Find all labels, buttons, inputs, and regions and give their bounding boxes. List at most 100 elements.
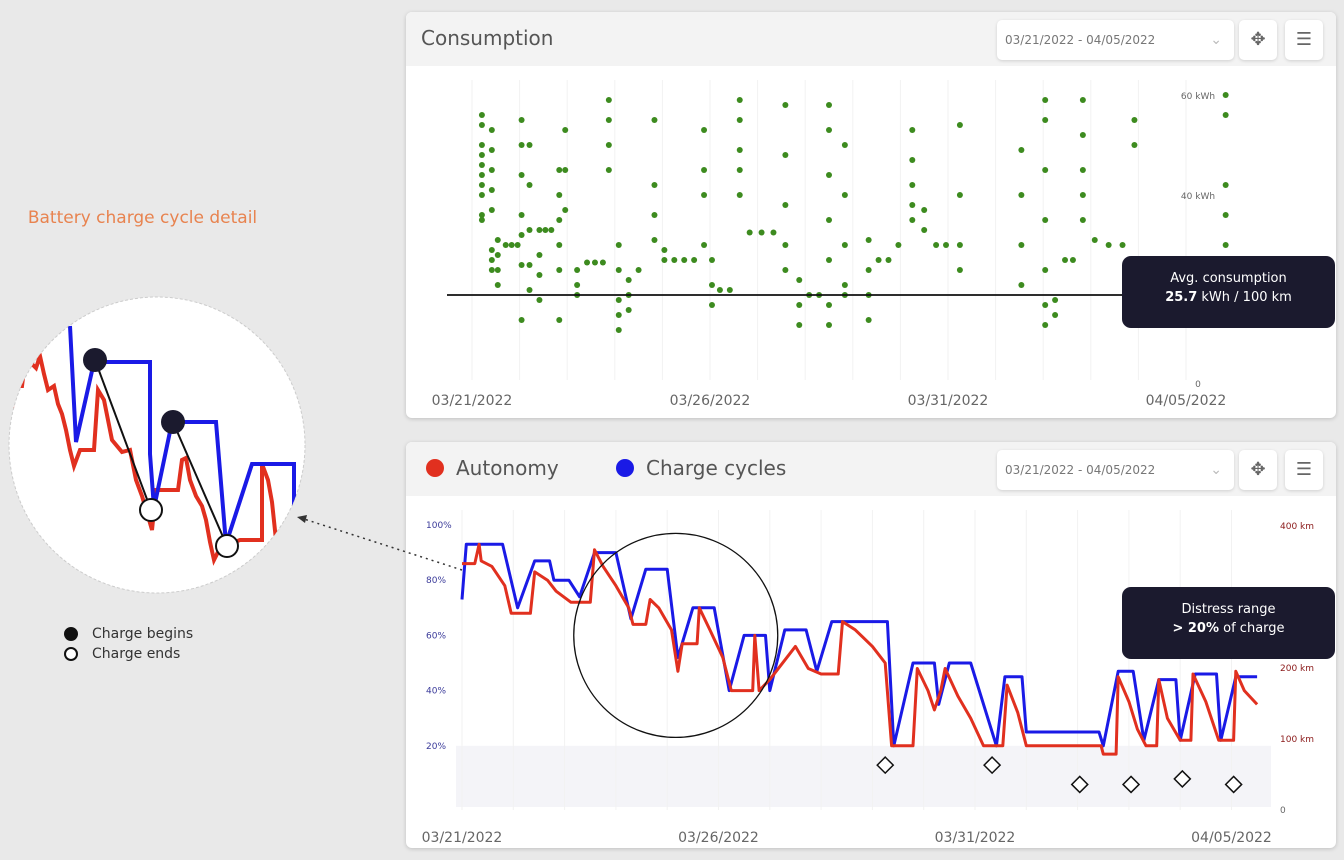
- data-point: [681, 257, 688, 263]
- data-point: [746, 229, 753, 236]
- y-left-tick-label: 100%: [426, 521, 452, 531]
- data-point: [796, 322, 803, 328]
- data-point: [556, 167, 563, 173]
- data-point: [671, 257, 678, 263]
- data-point: [1042, 97, 1049, 103]
- data-point: [651, 237, 658, 243]
- legend-autonomy[interactable]: Autonomy: [426, 456, 559, 480]
- data-point: [826, 257, 832, 263]
- date-range-select[interactable]: 03/21/2022 - 04/05/2022 ⌄: [997, 20, 1234, 60]
- series-line-autonomy: [462, 542, 1259, 756]
- y-right-tick-label: 400 km: [1280, 522, 1314, 532]
- data-point: [615, 327, 622, 333]
- y-left-tick-label: 60%: [426, 631, 446, 641]
- data-point: [584, 259, 591, 266]
- data-point: [736, 192, 743, 198]
- data-point: [478, 112, 485, 118]
- blue-dot-icon: [616, 459, 634, 477]
- charge-ends-marker: [215, 534, 239, 558]
- data-point: [488, 167, 495, 173]
- menu-button[interactable]: ☰: [1285, 20, 1323, 60]
- data-point: [782, 152, 789, 158]
- data-point: [514, 242, 521, 248]
- data-point: [1079, 97, 1086, 103]
- detail-charge-line: [68, 325, 296, 545]
- data-point: [841, 282, 848, 288]
- tooltip-unit: of charge: [1223, 621, 1285, 636]
- data-point: [933, 242, 940, 248]
- data-point: [782, 242, 789, 248]
- data-point: [488, 187, 495, 193]
- move-button[interactable]: ✥: [1239, 450, 1277, 490]
- x-tick-label: 04/05/2022: [1191, 830, 1272, 846]
- autonomy-line-chart: 20% 40% 60% 80% 100% 0 100 km 200 km 400 km 03/21…: [422, 510, 1314, 846]
- data-point: [556, 317, 563, 323]
- data-point: [488, 267, 495, 273]
- data-point: [478, 192, 485, 198]
- data-point: [865, 237, 872, 243]
- data-point: [542, 227, 549, 233]
- avg-consumption-tooltip: Avg. consumption 25.7 kWh / 100 km: [1122, 256, 1335, 328]
- data-point: [826, 302, 832, 308]
- data-point: [826, 322, 832, 328]
- data-point: [478, 152, 485, 158]
- data-point: [956, 267, 963, 273]
- hollow-circle-icon: [64, 647, 78, 661]
- legend-label: Charge cycles: [646, 456, 787, 480]
- data-point: [625, 277, 632, 283]
- data-point: [909, 202, 916, 208]
- data-point: [1018, 147, 1025, 153]
- data-point: [556, 217, 563, 223]
- data-point: [1079, 167, 1086, 173]
- charge-cycle-detail-magnifier: [8, 296, 306, 594]
- data-point: [1018, 282, 1025, 288]
- data-point: [726, 287, 733, 293]
- legend-charge-begins: Charge begins: [64, 626, 193, 642]
- data-point: [488, 127, 495, 133]
- data-point: [478, 217, 485, 223]
- data-point: [1119, 242, 1126, 248]
- x-tick-label: 03/21/2022: [432, 393, 513, 409]
- data-point: [708, 257, 715, 263]
- y-right-tick-label: 100 km: [1280, 735, 1314, 745]
- side-title: Battery charge cycle detail: [27, 208, 258, 228]
- hamburger-menu-icon: ☰: [1295, 29, 1313, 50]
- data-point: [1052, 312, 1059, 318]
- y-right-tick-label: 0: [1280, 806, 1286, 816]
- x-tick-label: 03/26/2022: [670, 393, 751, 409]
- data-point: [518, 262, 525, 268]
- data-point: [1222, 112, 1229, 118]
- legend-label: Charge begins: [92, 626, 194, 642]
- data-point: [943, 242, 950, 248]
- data-point: [1079, 217, 1086, 223]
- data-point: [518, 212, 525, 218]
- x-tick-label: 03/31/2022: [935, 830, 1016, 846]
- move-arrows-icon: ✥: [1250, 459, 1266, 480]
- x-tick-label: 04/05/2022: [1146, 393, 1227, 409]
- legend-label: Charge ends: [92, 646, 181, 662]
- move-button[interactable]: ✥: [1239, 20, 1277, 60]
- y-tick-label: 40 kWh: [1181, 192, 1215, 202]
- date-range-value: 03/21/2022 - 04/05/2022: [1005, 33, 1156, 47]
- date-range-select[interactable]: 03/21/2022 - 04/05/2022 ⌄: [997, 450, 1234, 490]
- legend-charge-cycles[interactable]: Charge cycles: [616, 456, 786, 480]
- data-point: [605, 142, 612, 148]
- data-point: [865, 267, 872, 273]
- data-point: [661, 257, 668, 263]
- data-point: [782, 202, 789, 208]
- data-point: [841, 142, 848, 148]
- data-point: [536, 272, 543, 278]
- distress-marker: [876, 756, 895, 775]
- data-point: [494, 252, 501, 258]
- menu-button[interactable]: ☰: [1285, 450, 1323, 490]
- data-point: [1131, 117, 1138, 123]
- data-point: [574, 267, 581, 273]
- data-point: [488, 147, 495, 153]
- data-point: [885, 257, 892, 263]
- data-point: [909, 182, 916, 188]
- distress-marker: [1173, 769, 1192, 788]
- data-point: [841, 242, 848, 248]
- data-point: [826, 217, 832, 223]
- data-point: [518, 172, 525, 178]
- data-point: [574, 282, 581, 288]
